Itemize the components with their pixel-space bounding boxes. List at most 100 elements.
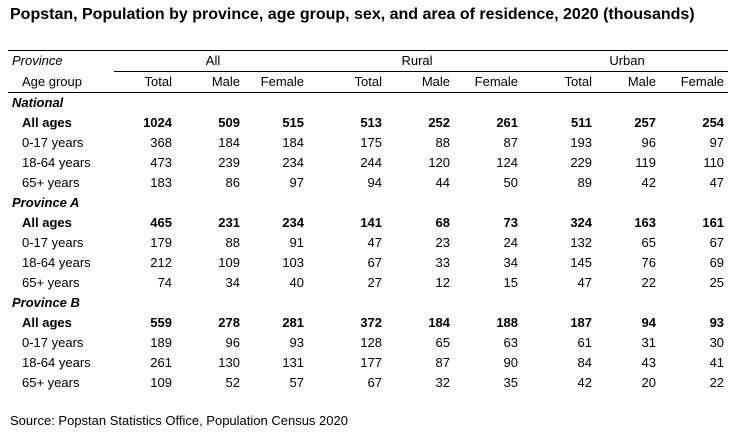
cell-urban-female: 161	[702, 215, 725, 230]
age-group-label: 65+ years	[22, 175, 80, 190]
cell-urban-total: 324	[570, 215, 593, 230]
cell-all-female: 40	[289, 275, 305, 290]
col-header-all-total: Total	[114, 71, 176, 93]
cell-rural-male: 68	[435, 215, 451, 230]
cell-all-total: 109	[150, 375, 172, 390]
cell-rural-female: 124	[496, 155, 519, 170]
col-header-urban-male: Male	[596, 71, 661, 93]
table-row: 0-17 years 179 88 91 47 23 24 132 65 67	[8, 233, 728, 253]
cell-urban-male: 119	[635, 155, 657, 170]
age-group-label: 0-17 years	[22, 135, 84, 150]
cell-all-male: 52	[225, 375, 240, 390]
cell-all-male: 86	[225, 175, 240, 190]
age-group-label: 0-17 years	[22, 235, 84, 250]
cell-rural-male: 32	[435, 375, 451, 390]
cell-urban-male: 96	[641, 135, 657, 150]
cell-urban-male: 94	[641, 315, 657, 330]
cell-rural-female: 50	[503, 175, 519, 190]
age-group-label: All ages	[22, 115, 72, 130]
cell-urban-female: 47	[709, 175, 725, 190]
cell-rural-total: 372	[360, 315, 383, 330]
section-label: Province A	[12, 195, 80, 210]
cell-all-total: 559	[150, 315, 172, 330]
cell-urban-male: 65	[641, 235, 657, 250]
cell-urban-total: 42	[577, 375, 593, 390]
cell-rural-total: 128	[360, 335, 383, 350]
cell-all-female: 281	[282, 315, 305, 330]
stub-header-age-group: Age group	[8, 71, 114, 93]
cell-urban-total: 47	[577, 275, 593, 290]
cell-all-total: 465	[150, 215, 172, 230]
cell-rural-female: 261	[496, 115, 519, 130]
cell-all-female: 131	[282, 355, 305, 370]
cell-all-male: 184	[218, 135, 240, 150]
cell-urban-female: 25	[709, 275, 725, 290]
population-table: Province All Rural Urban Age group Total…	[8, 50, 729, 394]
cell-all-total: 368	[150, 135, 172, 150]
cell-rural-total: 244	[360, 155, 383, 170]
group-header-rural: Rural	[308, 50, 523, 72]
cell-urban-female: 93	[709, 315, 725, 330]
cell-urban-female: 30	[709, 335, 725, 350]
table-body: National All ages 1024 509 515 513 252 261 511 25…	[8, 93, 728, 394]
cell-urban-female: 69	[709, 255, 725, 270]
col-header-rural-female: Female	[454, 71, 523, 93]
col-header-rural-total: Total	[308, 71, 387, 93]
cell-rural-male: 23	[435, 235, 451, 250]
cell-rural-total: 94	[367, 175, 383, 190]
col-header-all-male: Male	[176, 71, 244, 93]
cell-rural-total: 67	[367, 255, 383, 270]
header-row-columns: Age group Total Male Female Total Male F…	[8, 71, 729, 93]
cell-all-male: 239	[218, 155, 240, 170]
section-row: Province B	[8, 293, 728, 313]
age-group-label: All ages	[22, 315, 72, 330]
age-group-label: 18-64 years	[22, 155, 91, 170]
cell-rural-male: 65	[435, 335, 451, 350]
col-header-urban-female: Female	[660, 71, 729, 93]
table-row: All ages 465 231 234 141 68 73 324 163 161	[8, 213, 728, 233]
cell-rural-female: 24	[503, 235, 519, 250]
cell-rural-male: 87	[435, 355, 451, 370]
cell-urban-total: 132	[570, 235, 593, 250]
header-row-groups: Province All Rural Urban	[8, 50, 729, 72]
cell-urban-female: 41	[709, 355, 725, 370]
cell-rural-male: 33	[435, 255, 451, 270]
cell-urban-female: 110	[703, 155, 725, 170]
cell-all-female: 234	[282, 215, 305, 230]
table-row: 0-17 years 189 96 93 128 65 63 61 31 30	[8, 333, 728, 353]
table-row: 18-64 years 473 239 234 244 120 124 229 119 110	[8, 153, 728, 173]
cell-rural-total: 177	[360, 355, 383, 370]
cell-all-total: 189	[150, 335, 172, 350]
cell-all-female: 93	[289, 335, 305, 350]
table-row: All ages 1024 509 515 513 252 261 511 257 254	[8, 113, 728, 133]
cell-rural-male: 12	[435, 275, 451, 290]
cell-all-male: 231	[218, 215, 240, 230]
cell-rural-total: 513	[360, 115, 383, 130]
cell-urban-male: 22	[641, 275, 657, 290]
cell-rural-female: 188	[496, 315, 519, 330]
cell-all-female: 103	[282, 255, 305, 270]
cell-rural-female: 90	[503, 355, 519, 370]
cell-all-female: 234	[282, 155, 305, 170]
group-header-all: All	[114, 50, 309, 72]
cell-all-female: 515	[282, 115, 305, 130]
cell-urban-male: 76	[641, 255, 657, 270]
cell-all-female: 97	[289, 175, 305, 190]
cell-urban-total: 193	[570, 135, 593, 150]
cell-all-total: 473	[150, 155, 172, 170]
cell-all-male: 509	[218, 115, 240, 130]
cell-urban-male: 163	[634, 215, 657, 230]
cell-all-female: 57	[289, 375, 305, 390]
cell-urban-total: 89	[577, 175, 593, 190]
cell-all-male: 109	[218, 255, 240, 270]
cell-urban-female: 97	[709, 135, 725, 150]
cell-all-total: 212	[150, 255, 172, 270]
cell-rural-female: 63	[503, 335, 519, 350]
cell-urban-male: 42	[641, 175, 657, 190]
table-row: 65+ years 183 86 97 94 44 50 89 42 47	[8, 173, 728, 193]
cell-rural-male: 252	[428, 115, 451, 130]
table-row: All ages 559 278 281 372 184 188 187 94 93	[8, 313, 728, 333]
cell-rural-male: 184	[428, 315, 451, 330]
table-title: Popstan, Population by province, age gro…	[10, 6, 695, 23]
stub-header-province: Province	[8, 50, 114, 72]
